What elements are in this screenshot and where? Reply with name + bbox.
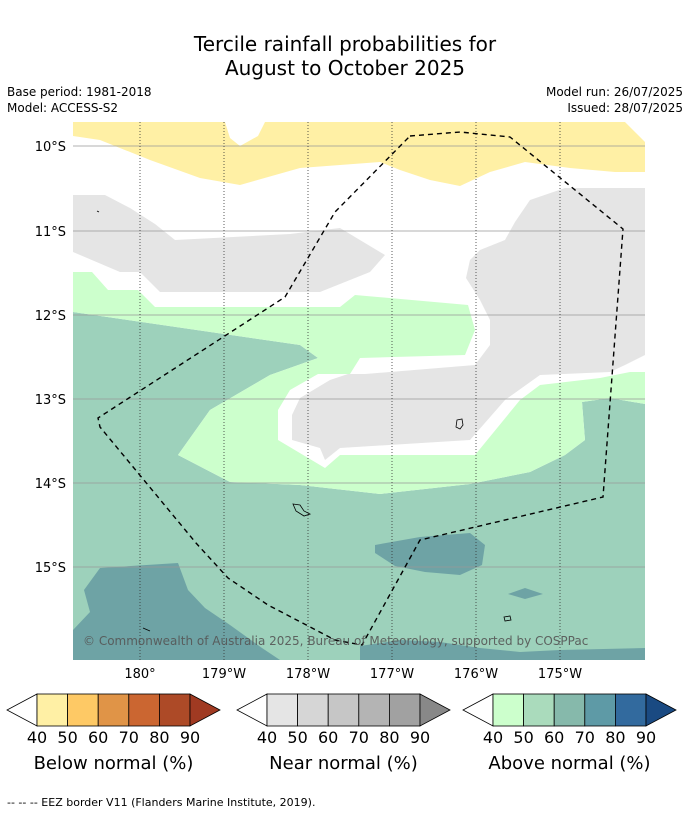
- below-normal-tick-label: 70: [118, 728, 139, 747]
- above-normal-60-70-region-islet: [508, 588, 543, 599]
- near-normal-colorbar-segment: [266, 693, 299, 727]
- near-normal-colorbar-under-arrow: [236, 693, 268, 727]
- near-normal-colorbar-segment: [327, 693, 360, 727]
- below-normal-tick-label: 80: [149, 728, 170, 747]
- issued-date: Issued: 28/07/2025: [567, 101, 683, 115]
- near-normal-tick-label: 40: [256, 728, 278, 747]
- near-normal-tick-label: 90: [409, 728, 431, 747]
- above-normal-colorbar-title: Above normal (%): [488, 753, 651, 774]
- below-normal-colorbar-title: Below normal (%): [33, 753, 194, 774]
- longitude-label: 180°: [124, 667, 155, 682]
- above-normal-60-70-region-corner: [360, 640, 645, 660]
- latitude-label: 11°S: [35, 225, 66, 240]
- above-normal-60-70-region-south: [73, 563, 280, 660]
- map-title-line-2: August to October 2025: [224, 56, 466, 80]
- above-normal-colorbar-segment: [492, 693, 525, 727]
- longitude-label: 178°W: [286, 667, 330, 682]
- near-normal-colorbar: [236, 693, 451, 727]
- island-outline-3: [503, 615, 512, 622]
- near-normal-tick-label: 80: [379, 728, 400, 747]
- latitude-label: 15°S: [35, 561, 66, 576]
- above-normal-colorbar-segment: [584, 693, 616, 727]
- latitude-label: 13°S: [35, 393, 66, 408]
- map-gridlines: [73, 122, 645, 660]
- near-normal-tick-label: 60: [318, 728, 339, 747]
- longitude-label: 177°W: [370, 667, 414, 682]
- above-normal-40-50-region-west: [73, 272, 645, 494]
- base-period: Base period: 1981-2018: [7, 85, 152, 99]
- above-normal-tick-label: 40: [482, 728, 504, 747]
- above-normal-tick-label: 80: [605, 728, 626, 747]
- latitude-label: 10°S: [35, 140, 66, 155]
- near-normal-colorbar-title: Near normal (%): [269, 753, 418, 774]
- below-normal-colorbar-segment: [128, 693, 160, 727]
- below-normal-colorbar-segment: [97, 693, 130, 727]
- model-run: Model run: 26/07/2025: [545, 85, 683, 99]
- below-normal-colorbar-segment: [158, 693, 191, 727]
- above-normal-colorbar-over-arrow: [645, 693, 677, 727]
- near-normal-region-north: [73, 195, 385, 292]
- above-normal-tick-label: 50: [513, 728, 534, 747]
- eez-border: [97, 131, 624, 646]
- model-name: Model: ACCESS-S2: [7, 101, 119, 115]
- above-normal-tick-label: 90: [635, 728, 657, 747]
- island-outline-4: [142, 627, 151, 632]
- copyright-notice: © Commonwealth of Australia 2025, Bureau…: [83, 634, 588, 648]
- latitude-label: 14°S: [35, 477, 66, 492]
- eez-footnote: -- -- -- EEZ border V11 (Flanders Marine…: [7, 796, 316, 809]
- island-outline-2: [292, 503, 312, 517]
- near-normal-colorbar-segment: [388, 693, 421, 727]
- below-normal-colorbar-segment: [36, 693, 69, 727]
- above-normal-colorbar-segment: [553, 693, 586, 727]
- probability-field: [73, 122, 645, 660]
- latitude-label: 12°S: [35, 309, 66, 324]
- below-normal-tick-label: 50: [57, 728, 78, 747]
- above-normal-colorbar-segment: [523, 693, 555, 727]
- longitude-labels: 180° 179°W 178°W 177°W 176°W 175°W: [124, 667, 582, 682]
- above-normal-colorbar: [462, 693, 677, 727]
- below-normal-tick-label: 90: [179, 728, 201, 747]
- near-normal-colorbar-segment: [358, 693, 390, 727]
- below-normal-colorbar: [6, 693, 221, 727]
- above-normal-tick-label: 60: [544, 728, 565, 747]
- below-normal-colorbar-over-arrow: [189, 693, 221, 727]
- near-normal-colorbar-segment: [297, 693, 329, 727]
- near-normal-colorbar-over-arrow: [419, 693, 451, 727]
- below-normal-tick-label: 40: [26, 728, 48, 747]
- longitude-label: 176°W: [454, 667, 498, 682]
- above-normal-colorbar-under-arrow: [462, 693, 494, 727]
- above-normal-tick-label: 70: [574, 728, 595, 747]
- colorbars: [6, 693, 677, 727]
- island-outline-1: [455, 418, 464, 430]
- latitude-labels: 10°S 11°S 12°S 13°S 14°S 15°S: [35, 140, 66, 576]
- near-normal-region-east: [292, 188, 645, 460]
- near-normal-tick-label: 70: [348, 728, 369, 747]
- near-normal-tick-label: 50: [287, 728, 308, 747]
- island-outlines: [96, 210, 512, 632]
- above-normal-60-70-region-center: [375, 533, 485, 575]
- below-normal-40-50-region: [73, 122, 645, 186]
- longitude-label: 175°W: [538, 667, 582, 682]
- below-normal-tick-label: 60: [88, 728, 109, 747]
- map-title-line-1: Tercile rainfall probabilities for: [193, 32, 497, 56]
- island-outline-5: [96, 210, 100, 213]
- above-normal-colorbar-segment: [615, 693, 647, 727]
- below-normal-colorbar-under-arrow: [6, 693, 38, 727]
- below-normal-colorbar-segment: [67, 693, 99, 727]
- longitude-label: 179°W: [202, 667, 246, 682]
